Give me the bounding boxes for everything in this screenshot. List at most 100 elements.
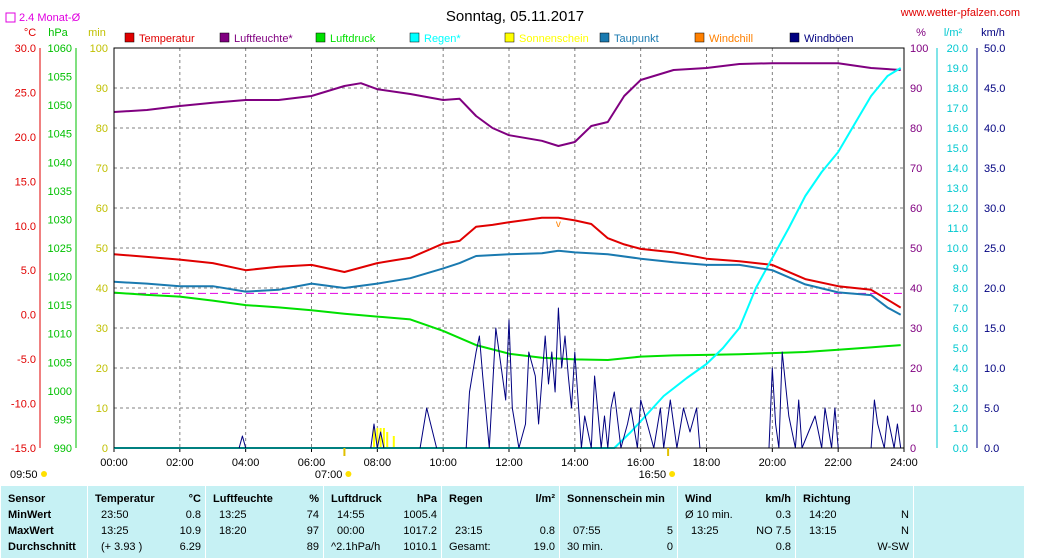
- plot-frame: [113, 47, 905, 449]
- rain-tick-label: 8.0: [953, 283, 968, 295]
- rain-tick-label: 4.0: [953, 363, 968, 375]
- series-line-luftdruck: [113, 291, 901, 361]
- stats-col-wind: Wind km/h Ø 10 min. 0.3 13:25 NO 7.5 0.8: [677, 486, 796, 558]
- rain-max-time: 23:15: [455, 525, 483, 537]
- minutes-tick-label: 40: [96, 283, 108, 295]
- hdr-direction: Richtung: [803, 493, 851, 505]
- stats-col-sunshine: Sonnenschein min 07:55 5 30 min. 0: [559, 486, 678, 558]
- rain-tick-label: 6.0: [953, 323, 968, 335]
- sunshine-bar: [386, 432, 389, 448]
- humidity-tick-label: 0: [910, 443, 916, 455]
- temp-tick-label: 25.0: [15, 87, 36, 99]
- hdr-humidity-unit: %: [309, 493, 319, 505]
- temp-tick-label: 5.0: [21, 265, 36, 277]
- series-line-temperatur: [113, 216, 902, 309]
- temp-min: 0.8: [185, 509, 201, 521]
- hdr-pressure-unit: hPa: [416, 493, 437, 505]
- sunshine-avg-label: 30 min.: [567, 541, 604, 553]
- x-tick-label: 24:00: [890, 457, 918, 469]
- pressure-max: 1017.2: [403, 525, 437, 537]
- pressure-tick-label: 1015: [48, 300, 72, 312]
- rain-tick-label: 10.0: [947, 243, 968, 255]
- legend-swatch: [789, 32, 800, 43]
- legend-label: Taupunkt: [614, 33, 659, 45]
- rain-tick-label: 19.0: [947, 63, 968, 75]
- hdr-temperature: Temperatur: [95, 493, 155, 505]
- sunshine-bar: [379, 428, 382, 448]
- pressure-avg: 1010.1: [403, 541, 437, 553]
- rain-tick-label: 9.0: [953, 263, 968, 275]
- stats-col-temperature: Temperatur °C 23:50 0.8 13:25 10.9 (+ 3.…: [87, 486, 206, 558]
- pressure-tick-label: 1055: [48, 72, 72, 84]
- wind-tick-label: 40.0: [984, 123, 1005, 135]
- pressure-min-time: 14:55: [337, 509, 365, 521]
- rain-tick-label: 7.0: [953, 303, 968, 315]
- direction-max-time: 13:15: [809, 525, 837, 537]
- weather-chart: Sonntag, 05.11.2017 www.wetter-pfalzen.c…: [5, 7, 1020, 481]
- wind-tick-label: 25.0: [984, 243, 1005, 255]
- x-tick-label: 18:00: [693, 457, 721, 469]
- x-tick-label: 02:00: [166, 457, 194, 469]
- humidity-tick-label: 100: [910, 43, 928, 55]
- direction-min-time: 14:20: [809, 509, 837, 521]
- pressure-tick-label: 990: [54, 443, 72, 455]
- series-line-regen: [114, 67, 902, 449]
- temp-tick-label: 0.0: [21, 310, 36, 322]
- series-line-taupunkt: [113, 249, 902, 316]
- direction-avg: W-SW: [877, 541, 909, 553]
- rain-tick-label: 15.0: [947, 143, 968, 155]
- pressure-tick-label: 1045: [48, 129, 72, 141]
- stats-col-humidity: Luftfeuchte % 13:25 74 18:20 97 89: [205, 486, 324, 558]
- unit-pressure: hPa: [48, 27, 68, 39]
- chart-title: Sonntag, 05.11.2017: [446, 8, 584, 25]
- humidity-tick-label: 50: [910, 243, 922, 255]
- x-tick-label: 14:00: [561, 457, 589, 469]
- wind-tick-label: 15.0: [984, 323, 1005, 335]
- sunshine-bar: [382, 428, 385, 448]
- sunrise-label: 07:00: [315, 469, 343, 481]
- minutes-tick-label: 20: [96, 363, 108, 375]
- humidity-tick-label: 90: [910, 83, 922, 95]
- minutes-tick-label: 50: [96, 243, 108, 255]
- rain-tick-label: 12.0: [947, 203, 968, 215]
- rain-tick-label: 20.0: [947, 43, 968, 55]
- rain-tick-label: 0.0: [953, 443, 968, 455]
- pressure-tick-label: 1030: [48, 214, 72, 226]
- website-label: www.wetter-pfalzen.com: [900, 7, 1020, 19]
- legend-label: Luftdruck: [330, 33, 376, 45]
- unit-temp: °C: [24, 27, 36, 39]
- pressure-tick-label: 1010: [48, 329, 72, 341]
- x-tick-label: 12:00: [495, 457, 523, 469]
- stats-table: Sensor MinWert MaxWert Durchschnitt Temp…: [0, 486, 1024, 558]
- humidity-tick-label: 10: [910, 403, 922, 415]
- pressure-min: 1005.4: [403, 509, 437, 521]
- legend-swatch: [694, 32, 705, 43]
- wind-max-time: 13:25: [691, 525, 719, 537]
- wind-max-dir: NO 7.5: [756, 525, 791, 537]
- pressure-tick-label: 1020: [48, 272, 72, 284]
- sunset-label: 16:50: [639, 469, 667, 481]
- hdr-sunshine: Sonnenschein min: [567, 493, 665, 505]
- windchill-point: v: [556, 219, 561, 230]
- temp-tick-label: 15.0: [15, 176, 36, 188]
- temp-tick-label: 30.0: [15, 43, 36, 55]
- monthly-avg-swatch: [5, 12, 16, 23]
- legend-label: Windchill: [709, 33, 753, 45]
- minutes-tick-label: 90: [96, 83, 108, 95]
- pressure-tick-label: 1000: [48, 386, 72, 398]
- x-tick-label: 00:00: [100, 457, 128, 469]
- stats-col-rain: Regen l/m² 23:15 0.8 Gesamt: 19.0: [441, 486, 560, 558]
- x-tick-label: 10:00: [429, 457, 457, 469]
- row-label-max: MaxWert: [8, 525, 54, 537]
- unit-rain: l/m²: [944, 27, 963, 39]
- humidity-tick-label: 40: [910, 283, 922, 295]
- sunshine-start-label: 09:50: [10, 469, 38, 481]
- x-tick-label: 20:00: [759, 457, 787, 469]
- legend-swatch: [124, 32, 135, 43]
- hdr-pressure: Luftdruck: [331, 493, 382, 505]
- wind-tick-label: 45.0: [984, 83, 1005, 95]
- sunshine-bar: [376, 428, 379, 448]
- chart-legend: Temperatur Luftfeuchte* Luftdruck Regen* Son…: [124, 32, 854, 45]
- stats-col-sensor: Sensor MinWert MaxWert Durchschnitt: [0, 486, 88, 558]
- wind-avg: 0.8: [775, 541, 791, 553]
